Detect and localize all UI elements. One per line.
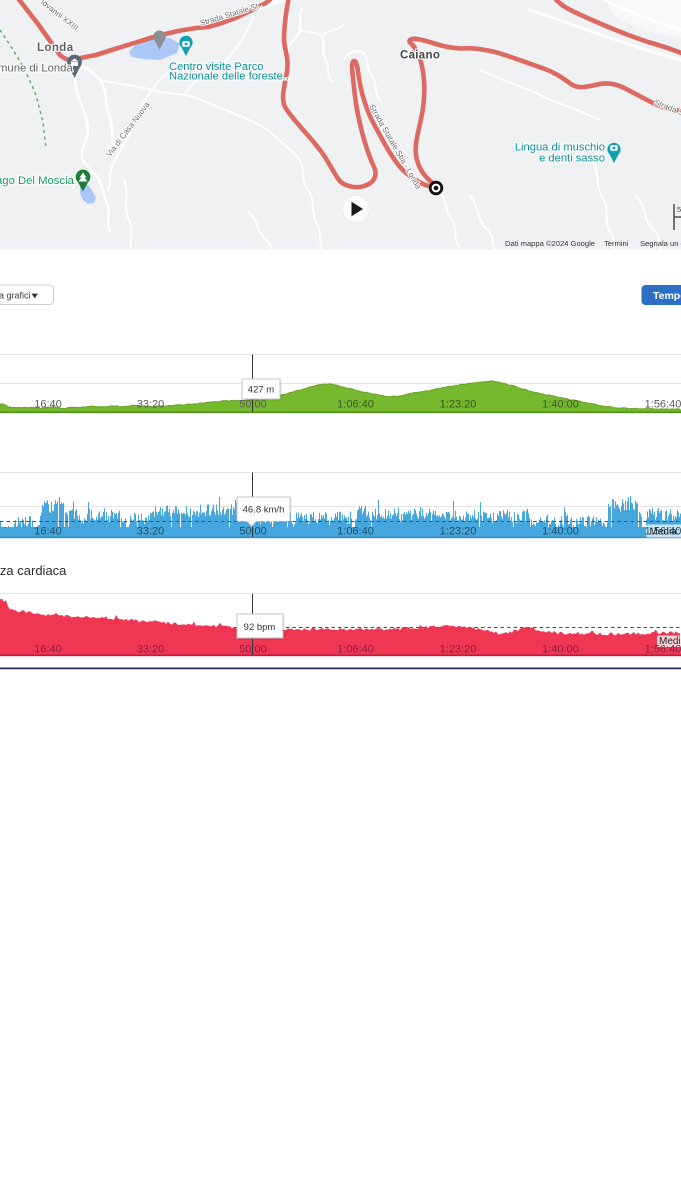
svg-text:1:56:40: 1:56:40 bbox=[645, 526, 681, 538]
svg-text:Dati mappa ©2024 Google: Dati mappa ©2024 Google bbox=[505, 239, 595, 248]
svg-text:Segnala un e: Segnala un e bbox=[640, 239, 681, 248]
svg-text:500 m: 500 m bbox=[677, 205, 681, 214]
svg-text:1:06:40: 1:06:40 bbox=[337, 399, 374, 411]
svg-text:1:40:00: 1:40:00 bbox=[542, 644, 579, 656]
svg-text:1:56:40: 1:56:40 bbox=[645, 644, 681, 656]
svg-text:33:20: 33:20 bbox=[137, 644, 165, 656]
svg-text:a grafici: a grafici bbox=[0, 290, 31, 300]
svg-text:Media:: Media: bbox=[650, 527, 680, 538]
svg-text:1:40:00: 1:40:00 bbox=[542, 399, 579, 411]
svg-text:Caiano: Caiano bbox=[400, 50, 440, 62]
svg-text:Nazionale delle foreste..: Nazionale delle foreste.. bbox=[169, 71, 289, 83]
svg-text:Centro visite Parco: Centro visite Parco bbox=[169, 61, 264, 73]
svg-text:Lingua di muschio: Lingua di muschio bbox=[515, 142, 605, 154]
svg-text:e denti sasso: e denti sasso bbox=[539, 153, 605, 165]
svg-text:33:20: 33:20 bbox=[137, 526, 165, 538]
svg-text:427 m: 427 m bbox=[248, 384, 274, 395]
svg-text:1:06:40: 1:06:40 bbox=[337, 644, 374, 656]
svg-text:16:40: 16:40 bbox=[34, 526, 62, 538]
svg-text:mune di Londa: mune di Londa bbox=[0, 63, 73, 75]
svg-text:Londa: Londa bbox=[37, 42, 74, 54]
svg-text:1:23:20: 1:23:20 bbox=[440, 399, 477, 411]
svg-text:1:56:40: 1:56:40 bbox=[645, 399, 681, 411]
svg-text:92 bpm: 92 bpm bbox=[244, 622, 276, 633]
svg-text:ago Del Moscia: ago Del Moscia bbox=[0, 175, 75, 187]
svg-text:1:40:00: 1:40:00 bbox=[542, 526, 579, 538]
svg-text:Termini: Termini bbox=[604, 239, 629, 248]
svg-text:Tempo: Tempo bbox=[653, 290, 681, 302]
svg-text:33:20: 33:20 bbox=[137, 399, 165, 411]
svg-text:1:23:20: 1:23:20 bbox=[440, 644, 477, 656]
svg-text:1:06:40: 1:06:40 bbox=[337, 526, 374, 538]
svg-text:16:40: 16:40 bbox=[34, 399, 62, 411]
svg-text:Media:: Media: bbox=[659, 636, 681, 647]
svg-text:1:23:20: 1:23:20 bbox=[440, 526, 477, 538]
svg-text:16:40: 16:40 bbox=[34, 644, 62, 656]
svg-text:46.8 km/h: 46.8 km/h bbox=[243, 504, 285, 515]
svg-text:Frequenza cardiaca: Frequenza cardiaca bbox=[0, 563, 67, 578]
